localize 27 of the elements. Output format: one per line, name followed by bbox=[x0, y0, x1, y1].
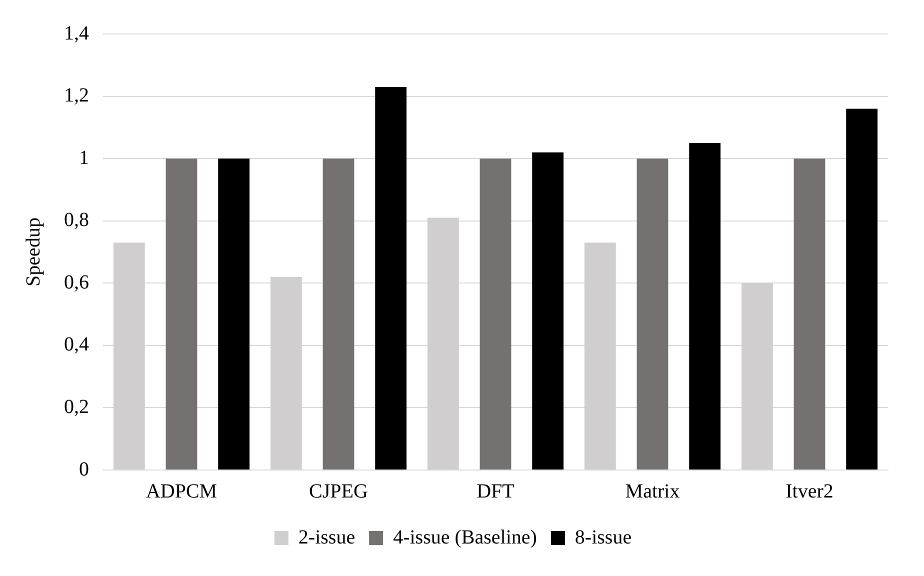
bar bbox=[480, 158, 512, 470]
y-tick-label: 1,2 bbox=[64, 84, 89, 107]
y-tick-label: 0,8 bbox=[64, 209, 89, 232]
y-tick-label: 0,2 bbox=[64, 396, 89, 418]
y-axis-title: Speedup bbox=[22, 218, 44, 286]
bar bbox=[636, 158, 668, 470]
x-tick-label: DFT bbox=[476, 480, 514, 502]
bar bbox=[689, 143, 721, 470]
legend-label: 8-issue bbox=[574, 526, 632, 548]
y-tick-label: 0,4 bbox=[64, 334, 89, 356]
y-tick-label: 1 bbox=[79, 146, 89, 169]
x-tick-label: Matrix bbox=[625, 480, 680, 502]
bar bbox=[532, 152, 564, 470]
bar bbox=[375, 86, 407, 470]
x-tick-label: Itver2 bbox=[786, 480, 834, 502]
y-tick-label: 0,6 bbox=[64, 271, 89, 294]
x-tick-label: CJPEG bbox=[309, 480, 368, 502]
bar bbox=[166, 158, 198, 470]
bar bbox=[846, 108, 878, 470]
bar bbox=[218, 158, 250, 470]
y-tick-label: 0 bbox=[79, 458, 89, 480]
y-tick-label: 1,4 bbox=[64, 22, 89, 44]
bar bbox=[794, 158, 826, 470]
legend-label: 2-issue bbox=[298, 526, 356, 548]
bar bbox=[322, 158, 354, 470]
legend-label: 4-issue (Baseline) bbox=[393, 526, 537, 548]
x-tick-label: ADPCM bbox=[146, 480, 218, 502]
